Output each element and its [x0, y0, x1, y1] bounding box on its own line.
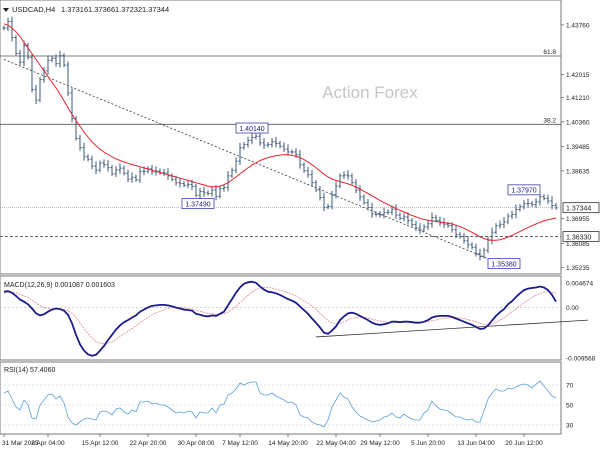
- rsi-axis-label: 70: [566, 383, 574, 390]
- rsi-plot: 70 50 30: [0, 380, 574, 430]
- price-axis-label: 1.42015: [566, 72, 590, 79]
- macd-axis-label: -0.009568: [566, 355, 596, 362]
- price-axis-label: 1.38635: [566, 168, 590, 175]
- price-axis-marker-box: [562, 231, 600, 242]
- price-axis-marker-label: 1.36330: [566, 235, 591, 242]
- time-axis-label: 5 Jun 20:00: [411, 440, 445, 447]
- macd-signal-line: [3, 287, 557, 345]
- macd-plot: 0.004674 0.00 -0.009568: [0, 280, 596, 362]
- price-annotation-box: [487, 258, 521, 270]
- watermark: Action Forex: [322, 83, 418, 102]
- price-axis-label: 1.39485: [566, 144, 590, 151]
- rsi-line: [3, 380, 557, 428]
- time-axis-label: 20 Jun 12:00: [505, 440, 543, 447]
- time-axis-label: 22 May 04:00: [316, 440, 356, 447]
- moving-average-line: [3, 23, 557, 241]
- price-axis-label: 1.41210: [566, 95, 590, 102]
- chart-symbol-label: USDCAD,H4: [12, 5, 55, 14]
- fib-level-label: 61.8: [543, 49, 556, 56]
- rsi-label: RSI(14) 57.4060: [4, 367, 55, 374]
- fib-level-label: 38.2: [543, 117, 556, 124]
- price-axis-label: 1.36955: [566, 216, 590, 223]
- price-axis-label: 1.43760: [566, 22, 590, 29]
- ohlc-high: 1.37366: [88, 5, 115, 14]
- price-axis-marker-label: 1.37344: [566, 206, 591, 213]
- rsi-axis-label: 30: [566, 423, 574, 430]
- time-axis-label: 29 May 12:00: [360, 440, 400, 447]
- main-panel-frame: [0, 0, 562, 275]
- time-axis-label: 14 May 20:00: [268, 440, 308, 447]
- price-annotation-label: 1.37970: [511, 188, 536, 195]
- price-axis-label: 1.36085: [566, 241, 590, 248]
- price-annotation-box: [507, 184, 541, 196]
- price-annotation-box: [235, 122, 269, 134]
- rsi-axis-label: 50: [566, 403, 574, 410]
- dropdown-triangle-icon: [3, 8, 9, 12]
- price-annotation-label: 1.40140: [239, 126, 264, 133]
- time-axis-label: 13 Jun 04:00: [457, 440, 495, 447]
- price-axis-marker-box: [562, 202, 600, 214]
- time-axis-label: 15 Apr 12:00: [82, 440, 119, 447]
- ohlc-low: 1.37232: [115, 5, 142, 14]
- macd-trendline: [315, 319, 589, 338]
- macd-line: [3, 280, 557, 357]
- price-axis-label: 1.40360: [566, 119, 590, 126]
- price-annotation-label: 1.35380: [491, 261, 516, 268]
- price-annotation-label: 1.37490: [185, 201, 210, 208]
- main-plot: 61.8 38.2 1.37490 1.40140 1.37970 1.35380 1.43…: [0, 16, 600, 272]
- chart-title: USDCAD,H4 1.37316 1.37366 1.37232 1.3734…: [3, 5, 169, 14]
- time-axis-label: 7 May 12:00: [222, 440, 258, 447]
- macd-axis-label: 0.004674: [566, 280, 593, 287]
- price-axis-label: 1.35235: [566, 265, 590, 272]
- time-axis-label: 22 Apr 20:00: [130, 440, 167, 447]
- time-axis-label: 8 Apr 04:00: [31, 440, 65, 447]
- macd-label: MACD(12,26,9) 0.001087 0.001603: [4, 282, 115, 289]
- time-axis-label: 31 Mar 2025: [2, 440, 39, 447]
- macd-panel-frame: [0, 275, 562, 361]
- macd-axis-label: 0.00: [566, 305, 579, 312]
- price-annotation-box: [181, 198, 215, 209]
- downtrend-line: [3, 59, 497, 263]
- time-axis-label: 30 Apr 08:00: [178, 440, 215, 447]
- ohlc-close: 1.37344: [142, 5, 169, 14]
- rsi-panel-frame: [0, 361, 562, 435]
- ohlc-open: 1.37316: [61, 5, 88, 14]
